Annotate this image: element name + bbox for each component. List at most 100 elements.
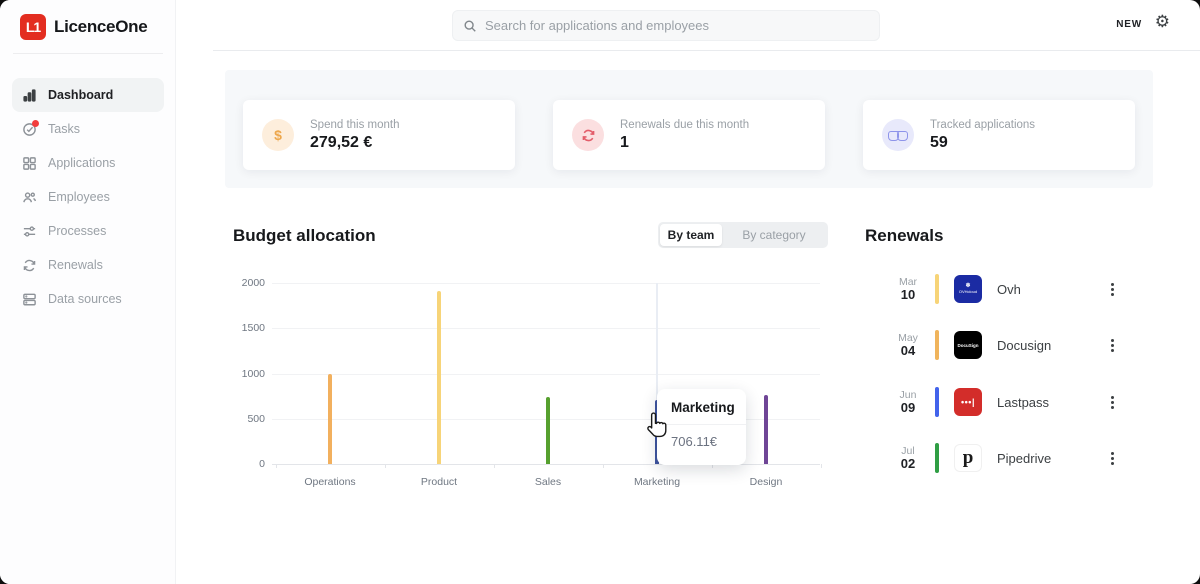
tasks-notification-dot bbox=[32, 120, 39, 127]
sidebar-item-data-sources[interactable]: Data sources bbox=[12, 282, 164, 316]
x-axis-boundary-tick bbox=[602, 464, 604, 468]
applications-icon bbox=[21, 155, 37, 171]
y-axis-tick-1000: 1000 bbox=[241, 367, 265, 380]
sidebar-item-applications[interactable]: Applications bbox=[12, 146, 164, 180]
stat-value: 59 bbox=[930, 133, 948, 151]
sidebar-item-label: Applications bbox=[48, 156, 116, 170]
renewal-date: Jul 02 bbox=[900, 444, 916, 471]
x-axis-label-sales: Sales bbox=[534, 476, 562, 488]
x-axis-boundary-tick bbox=[384, 464, 386, 468]
x-axis-label-product: Product bbox=[420, 476, 458, 488]
kebab-menu-icon[interactable] bbox=[1108, 336, 1117, 355]
sidebar-item-employees[interactable]: Employees bbox=[12, 180, 164, 214]
stat-label: Tracked applications bbox=[930, 118, 1036, 131]
x-axis-boundary-tick bbox=[711, 464, 713, 468]
x-axis-label-design: Design bbox=[749, 476, 783, 488]
renewal-icon bbox=[572, 119, 604, 151]
renewal-app-name: Pipedrive bbox=[997, 450, 1052, 466]
y-axis-tick-2000: 2000 bbox=[241, 277, 265, 289]
tooltip-separator bbox=[657, 424, 746, 425]
renewal-row-ovh[interactable]: Mar 10 ❄ OVHcloud Ovh bbox=[865, 269, 1135, 309]
bar-sales[interactable] bbox=[546, 396, 550, 464]
kebab-menu-icon[interactable] bbox=[1108, 449, 1117, 468]
sidebar-item-label: Data sources bbox=[48, 292, 122, 306]
x-axis-label-operations: Operations bbox=[304, 476, 356, 488]
ovh-logo: ❄ OVHcloud bbox=[954, 275, 982, 303]
x-axis-boundary-tick bbox=[275, 464, 277, 468]
hover-guideline bbox=[656, 283, 658, 464]
sidebar-item-label: Processes bbox=[48, 224, 107, 238]
tooltip-value: 706.11€ bbox=[671, 434, 718, 449]
toggle-by-category[interactable]: By category bbox=[742, 228, 806, 242]
renewal-app-name: Lastpass bbox=[997, 394, 1050, 410]
sidebar: L1 LicenceOne Dashboard Tasks bbox=[0, 0, 176, 584]
renewal-date: Jun 09 bbox=[899, 388, 917, 415]
logo-icon: L1 bbox=[20, 14, 46, 40]
search-icon bbox=[463, 19, 477, 33]
renewal-date: May 04 bbox=[898, 331, 918, 358]
sidebar-divider bbox=[13, 53, 163, 54]
employees-icon bbox=[21, 189, 37, 205]
lastpass-logo: •••| bbox=[954, 388, 982, 416]
bar-product[interactable] bbox=[437, 290, 441, 464]
glasses-icon bbox=[882, 119, 914, 151]
docusign-logo: DocuSign bbox=[954, 331, 982, 359]
renewal-date: Mar 10 bbox=[898, 275, 918, 302]
renewal-app-name: Docusign bbox=[997, 337, 1052, 353]
tasks-icon bbox=[21, 121, 37, 137]
stat-label: Spend this month bbox=[310, 118, 400, 131]
x-axis-boundary-tick bbox=[493, 464, 495, 468]
sidebar-item-dashboard[interactable]: Dashboard bbox=[12, 78, 164, 112]
sidebar-item-label: Tasks bbox=[48, 122, 80, 136]
gridline-1500 bbox=[272, 328, 820, 330]
search-bar[interactable] bbox=[452, 10, 880, 41]
sidebar-item-renewals[interactable]: Renewals bbox=[12, 248, 164, 282]
sidebar-item-label: Employees bbox=[48, 190, 110, 204]
search-input[interactable] bbox=[485, 18, 869, 33]
mouse-cursor-icon bbox=[644, 411, 670, 444]
renewals-icon bbox=[21, 257, 37, 273]
toggle-by-team[interactable]: By team bbox=[660, 224, 722, 246]
dollar-icon: $ bbox=[262, 119, 294, 151]
renewal-row-pipedrive[interactable]: Jul 02 p Pipedrive bbox=[865, 438, 1135, 478]
settings-gear-icon[interactable]: ⚙ bbox=[1154, 12, 1170, 31]
new-button[interactable]: NEW bbox=[1116, 19, 1142, 30]
processes-icon bbox=[21, 223, 37, 239]
gridline-2000 bbox=[272, 283, 820, 284]
bar-design[interactable] bbox=[764, 394, 768, 464]
data-sources-icon bbox=[21, 291, 37, 307]
renewal-color-bar bbox=[935, 387, 939, 417]
stat-value: 1 bbox=[620, 133, 629, 151]
sidebar-nav: Dashboard Tasks Applications Employees bbox=[0, 78, 176, 316]
renewal-row-docusign[interactable]: May 04 DocuSign Docusign bbox=[865, 325, 1135, 365]
tooltip-title: Marketing bbox=[671, 400, 735, 415]
x-axis-label-marketing: Marketing bbox=[633, 476, 681, 488]
pipedrive-logo: p bbox=[954, 444, 982, 472]
app-title: LicenceOne bbox=[54, 17, 148, 36]
bar-operations[interactable] bbox=[328, 374, 332, 464]
renewal-color-bar bbox=[935, 330, 939, 360]
topbar-divider bbox=[213, 50, 1200, 51]
gridline-0 bbox=[272, 464, 820, 465]
sidebar-item-processes[interactable]: Processes bbox=[12, 214, 164, 248]
renewal-app-name: Ovh bbox=[997, 281, 1021, 297]
y-axis-tick-0: 0 bbox=[259, 458, 265, 470]
sidebar-item-tasks[interactable]: Tasks bbox=[12, 112, 164, 146]
stat-label: Renewals due this month bbox=[620, 118, 750, 131]
x-axis-boundary-tick bbox=[820, 464, 822, 468]
budget-view-toggle: By team By category bbox=[658, 222, 828, 248]
y-axis-tick-500: 500 bbox=[247, 412, 265, 425]
y-axis-tick-1500: 1500 bbox=[241, 322, 265, 335]
renewal-color-bar bbox=[935, 443, 939, 473]
kebab-menu-icon[interactable] bbox=[1108, 280, 1117, 299]
sidebar-item-label: Renewals bbox=[48, 258, 103, 272]
stat-value: 279,52 € bbox=[310, 133, 373, 151]
app-logo[interactable]: L1 LicenceOne bbox=[20, 14, 148, 40]
dashboard-icon bbox=[21, 87, 37, 103]
chart-tooltip: Marketing 706.11€ bbox=[657, 389, 746, 465]
kebab-menu-icon[interactable] bbox=[1108, 393, 1117, 412]
renewal-row-lastpass[interactable]: Jun 09 •••| Lastpass bbox=[865, 382, 1135, 422]
renewals-title: Renewals bbox=[865, 226, 944, 245]
budget-allocation-title: Budget allocation bbox=[233, 226, 376, 245]
